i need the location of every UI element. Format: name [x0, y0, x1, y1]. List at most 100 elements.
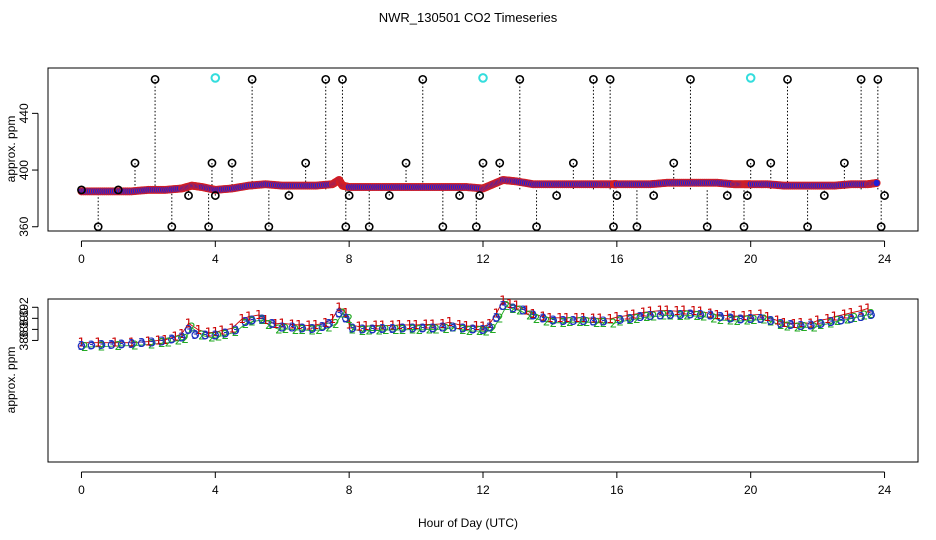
series-3-circle	[127, 339, 136, 348]
outlier-point	[77, 185, 86, 195]
series-1-marker: 1	[640, 305, 648, 319]
series-1-marker: 1	[841, 307, 849, 321]
outlier-point	[475, 191, 485, 200]
series-1-marker: 1	[529, 307, 537, 321]
series-3-marker: 3	[258, 312, 266, 326]
series-1-marker: 1	[499, 294, 507, 308]
series-3-marker: 3	[867, 308, 875, 322]
series-1-marker: 1	[493, 306, 501, 320]
high-outlier-point	[210, 73, 221, 83]
y-tick-label: 440	[17, 103, 31, 123]
series-1-marker: 1	[472, 319, 480, 333]
outlier-point	[384, 191, 394, 200]
series-1-marker: 1	[864, 301, 872, 315]
series-3-circle	[278, 323, 287, 332]
x-tick-label: 16	[610, 252, 624, 266]
outlier-point	[568, 158, 578, 168]
series-3-marker: 3	[88, 338, 96, 352]
series-2-marker: 2	[566, 315, 574, 329]
series-3-marker: 3	[559, 314, 567, 328]
series-1-marker: 1	[697, 305, 705, 319]
series-3-circle	[77, 342, 86, 350]
series-3-circle	[756, 315, 765, 323]
y-tick-label: 400	[17, 160, 31, 180]
series-3-circle	[184, 326, 193, 334]
series-3-circle	[157, 337, 166, 346]
series-1-marker: 1	[606, 312, 614, 326]
series-3-circle	[268, 320, 276, 328]
series-2-marker: 2	[222, 328, 230, 342]
series-1-marker: 1	[690, 304, 698, 318]
series-2-marker: 2	[332, 317, 340, 331]
series-3-marker: 3	[342, 311, 350, 325]
series-3-marker: 3	[349, 321, 357, 335]
series-2-marker: 2	[750, 313, 758, 327]
series-3-marker: 3	[827, 315, 835, 329]
series-3-marker: 3	[857, 310, 865, 324]
outlier-point	[632, 222, 642, 232]
series-2-marker: 2	[409, 322, 417, 336]
series-3-circle	[342, 314, 350, 323]
series-1-marker: 1	[412, 318, 420, 332]
series-1-marker: 1	[372, 319, 380, 333]
series-3-marker: 3	[737, 312, 745, 326]
series-3-circle	[211, 331, 220, 340]
series-2-marker: 2	[827, 316, 835, 330]
x-tick-label: 0	[78, 483, 85, 497]
outlier-point	[739, 222, 749, 232]
outlier-point	[478, 158, 488, 168]
series-3-circle	[857, 313, 865, 322]
series-3-circle	[231, 326, 240, 335]
series-1-marker: 1	[730, 309, 738, 323]
series-2-marker: 2	[549, 316, 557, 330]
series-2-marker: 2	[559, 316, 567, 330]
series-2-marker: 2	[282, 322, 290, 336]
outlier-point	[338, 74, 347, 84]
series-3-circle	[569, 317, 578, 325]
series-2-marker: 2	[81, 340, 89, 354]
series-2-marker: 2	[851, 311, 859, 325]
x-tick-label: 16	[610, 483, 624, 497]
series-3-marker: 3	[409, 321, 417, 335]
series-3-circle	[529, 311, 537, 320]
series-2-marker: 2	[503, 299, 511, 313]
series-2-marker: 2	[867, 307, 875, 321]
series-3-marker: 3	[486, 321, 494, 335]
high-outlier-point	[745, 73, 756, 83]
series-2-marker: 2	[298, 323, 306, 337]
series-3-circle	[646, 312, 655, 320]
series-2-marker: 2	[98, 340, 106, 354]
series-1-marker: 1	[195, 323, 203, 337]
outlier-point	[93, 222, 103, 232]
series-1-marker: 1	[814, 314, 822, 328]
series-3-circle	[137, 339, 146, 348]
series-3-circle	[87, 341, 96, 350]
series-2-marker: 2	[275, 322, 283, 336]
series-1-marker: 1	[630, 307, 638, 321]
series-2-marker: 2	[375, 323, 383, 337]
series-1-marker: 1	[707, 306, 715, 320]
series-3-marker: 3	[539, 311, 547, 325]
series-3-circle	[716, 313, 725, 322]
series-3-circle	[221, 329, 230, 338]
series-3-marker: 3	[248, 314, 256, 328]
series-3-circle	[201, 331, 210, 340]
series-3-marker: 3	[847, 312, 855, 326]
series-1-marker: 1	[238, 312, 246, 326]
series-2-marker: 2	[175, 333, 183, 347]
series-2-marker: 2	[466, 324, 474, 338]
series-1-marker: 1	[446, 315, 454, 329]
series-2-marker: 2	[442, 322, 450, 336]
series-3-marker: 3	[288, 321, 296, 335]
series-1-marker: 1	[523, 304, 531, 318]
series-1-marker: 1	[723, 309, 731, 323]
series-1-marker: 1	[764, 310, 772, 324]
series-1-marker: 1	[396, 318, 404, 332]
series-3-marker: 3	[687, 307, 695, 321]
series-3-circle	[519, 306, 527, 315]
series-3-marker: 3	[138, 336, 146, 350]
series-1-marker: 1	[747, 308, 755, 322]
series-3-circle	[449, 323, 457, 332]
series-1-marker: 1	[847, 306, 855, 320]
series-1-marker: 1	[663, 304, 671, 318]
